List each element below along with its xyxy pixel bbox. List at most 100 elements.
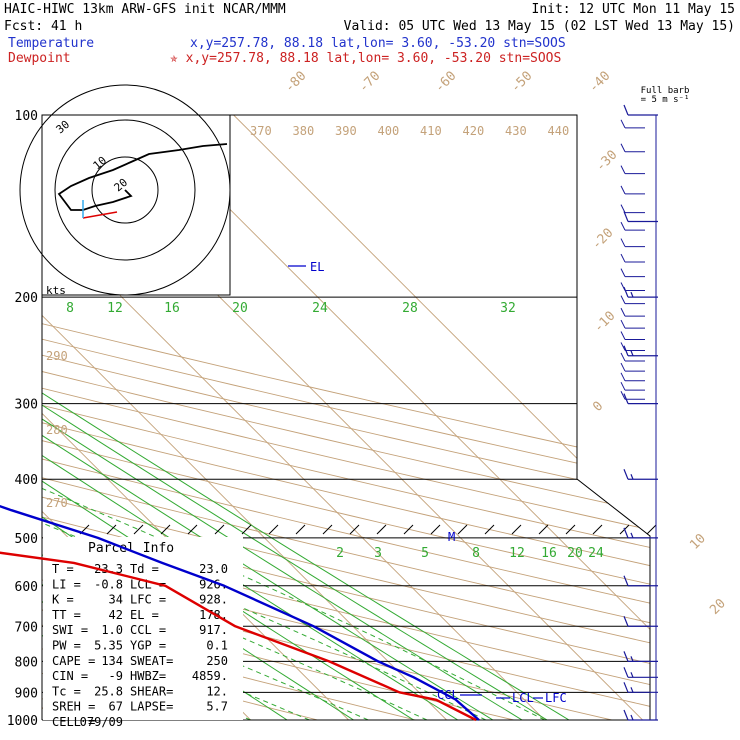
isotherm-label: -80 — [282, 69, 309, 96]
parcel-label: CIN = — [52, 669, 88, 683]
parcel-label: YGP = — [130, 639, 166, 653]
theta-label: 430 — [505, 124, 527, 138]
pressure-tick-label: 700 — [15, 620, 38, 635]
freezing-level-tick — [457, 524, 468, 535]
wind-barb-upper-flag — [620, 165, 626, 174]
parcel-value: 0.1 — [206, 639, 228, 653]
wind-barb-half — [630, 291, 634, 298]
theta-label: 440 — [548, 124, 570, 138]
parcel-value: 42 — [109, 608, 123, 622]
annotation-label: M — [448, 530, 455, 544]
parcel-label: SWEAT= — [130, 654, 173, 668]
wind-barb-upper-flag — [620, 372, 626, 382]
dry-adiabat — [42, 115, 612, 720]
isotherm-label: -70 — [356, 69, 383, 96]
pressure-tick-label: 900 — [15, 686, 38, 701]
wind-barb-upper-flag — [620, 362, 626, 372]
freezing-level-tick — [349, 524, 360, 535]
dry-adiabat — [42, 115, 650, 720]
storm-motion-vector — [82, 211, 118, 219]
pressure-tick-label: 500 — [15, 532, 38, 547]
mixing-ratio-label: 5 — [421, 546, 429, 561]
hodograph-ring — [91, 156, 159, 224]
wind-barb-flag — [623, 616, 629, 627]
header-title: HAIC-HIWC 13km ARW-GFS init NCAR/MMM — [4, 2, 286, 17]
wind-barb-upper-flag — [620, 282, 626, 291]
wind-barb-flag — [623, 575, 629, 587]
wind-barb-flag — [623, 211, 629, 222]
pressure-tick-label: 600 — [15, 580, 38, 595]
isotherm-label: -10 — [591, 309, 618, 336]
theta-label: 280 — [46, 423, 68, 437]
parcel-label: CAPE = — [52, 654, 95, 668]
wind-barb-half — [630, 656, 634, 662]
freezing-level-tick — [646, 524, 657, 535]
parcel-value: 34 — [109, 593, 123, 607]
isotherm-line — [42, 115, 545, 720]
forecast-hour: Fcst: 41 h — [4, 19, 82, 34]
parcel-value: 5.7 — [206, 700, 228, 714]
mixing-ratio-label: 16 — [164, 301, 180, 316]
dewpoint-location: ✯ x,y=257.78, 88.18 lat,lon= 3.60, -53.2… — [170, 51, 561, 66]
isotherm-label: 0 — [590, 399, 606, 415]
mixing-ratio-label: 28 — [402, 301, 418, 316]
parcel-value: 928. — [199, 593, 228, 607]
parcel-value: 1.0 — [101, 623, 123, 637]
parcel-label: PW = — [52, 639, 81, 653]
parcel-label: HWBZ= — [130, 669, 166, 683]
parcel-label: Tc = — [52, 684, 81, 698]
wind-barb-flag — [623, 469, 629, 480]
parcel-label: LFC = — [130, 593, 166, 607]
parcel-label: CELL = — [52, 715, 95, 729]
parcel-value: 23.0 — [199, 562, 228, 576]
parcel-value: 250 — [206, 654, 228, 668]
isotherm-label: 10 — [687, 531, 709, 553]
isotherm-line — [42, 115, 447, 720]
dewpoint-legend: Dewpoint — [8, 51, 71, 66]
pressure-tick-label: 1000 — [7, 714, 38, 729]
parcel-value: 134 — [101, 654, 123, 668]
freezing-level-tick — [160, 524, 171, 535]
header: HAIC-HIWC 13km ARW-GFS init NCAR/MMM Ini… — [4, 2, 735, 66]
parcel-label: K = — [52, 593, 74, 607]
kts-label-box: kts — [46, 284, 66, 297]
isotherm-label: -20 — [589, 226, 616, 253]
chart-labels: -80 -70 -60 -50 -40 -30 -20 -10 0 10 20 370 380 390 40… — [43, 69, 729, 729]
pressure-tick-label: 300 — [15, 398, 38, 413]
isotherm-label: -40 — [586, 69, 613, 96]
wind-barbs — [620, 104, 658, 721]
wind-barb-half — [630, 532, 634, 539]
parcel-label: LI = — [52, 577, 81, 591]
temperature-trace — [0, 504, 480, 721]
freezing-level-tick — [511, 524, 522, 535]
wind-barb-flag — [623, 682, 629, 693]
isotherm-label: -60 — [432, 69, 459, 96]
parcel-value: 67 — [109, 700, 123, 714]
annotation-label: CCL — [437, 688, 459, 702]
parcel-label: SHEAR= — [130, 684, 173, 698]
theta-label: 400 — [378, 124, 400, 138]
wind-barb-flag — [623, 527, 629, 539]
wind-barb-half — [630, 714, 634, 721]
hodograph-ring — [19, 84, 231, 296]
theta-label: 420 — [463, 124, 485, 138]
wind-barb-flag — [623, 651, 629, 662]
theta-label: 270 — [46, 496, 68, 510]
isotherm-label: -30 — [593, 148, 620, 175]
mixing-ratio-label: 24 — [588, 546, 604, 561]
isotherm-label: -50 — [508, 69, 535, 96]
freezing-level-tick — [133, 524, 144, 535]
mixing-ratio-label: 2 — [336, 546, 344, 561]
parcel-value: 12. — [206, 684, 228, 698]
isotherm-line — [135, 115, 650, 720]
dry-adiabat — [42, 115, 650, 720]
dry-adiabat — [42, 115, 650, 720]
mixing-ratio-label: 20 — [232, 301, 248, 316]
freezing-level-tick — [268, 524, 279, 535]
dry-adiabat — [42, 115, 650, 720]
freezing-level-tick — [376, 524, 387, 535]
parcel-label: EL = — [130, 608, 159, 622]
parcel-label: T = — [52, 562, 74, 576]
hodograph-trace — [57, 143, 228, 211]
theta-label: 290 — [46, 349, 68, 363]
